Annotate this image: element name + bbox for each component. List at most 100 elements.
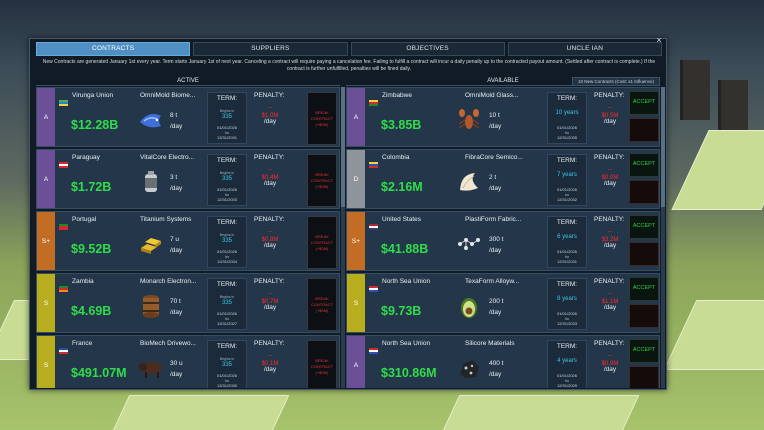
- available-scrollbar[interactable]: [661, 87, 665, 388]
- penalty-sub: $0.1M: [261, 361, 279, 367]
- accept-button[interactable]: ACCEPT: [629, 91, 659, 115]
- term-box: TERM: Begins in 335 01/01/2026 to 12/31/2030: [207, 340, 247, 388]
- contract-card[interactable]: S+ Portugal Titanium Systems $9.52B 7 u/day T…: [36, 211, 340, 271]
- term-to: to: [565, 130, 569, 135]
- contract-quantity: 30 u/day: [170, 358, 183, 380]
- contracts-window: × CONTRACTS SUPPLIERS OBJECTIVES UNCLE I…: [29, 35, 667, 390]
- term-title: TERM:: [556, 157, 578, 164]
- term-dates: 01/01/2026 to 12/31/2029: [548, 373, 586, 388]
- quantity-amount: 400 t: [489, 360, 504, 367]
- contract-company: BioMech Drivewo...: [140, 340, 196, 347]
- penalty-amount: --: [268, 353, 272, 359]
- contract-card[interactable]: S North Sea Union TexaForm Alloyw... $9.73B…: [346, 273, 660, 333]
- available-header: AVAILABLE: [346, 78, 660, 86]
- quantity-amount: 7 u: [170, 236, 180, 243]
- decline-button[interactable]: [629, 366, 659, 388]
- contract-card[interactable]: D Colombia FibraCore Semico... $2.16M 2 t/da…: [346, 149, 660, 209]
- decline-button[interactable]: [629, 180, 659, 204]
- contract-quantity: 2 t/day: [489, 172, 501, 194]
- contract-card[interactable]: A North Sea Union Silicore Materials $310.8…: [346, 335, 660, 388]
- tab-uncle-ian[interactable]: UNCLE IAN: [507, 42, 662, 56]
- contract-price: $1.72B: [71, 180, 112, 194]
- break-contract-button[interactable]: BREAK CONTRACT (+$0M): [307, 278, 337, 331]
- term-title: TERM:: [216, 157, 238, 164]
- contract-card[interactable]: A Paraguay VitalCore Electro... $1.72B 3 t/d…: [36, 149, 340, 209]
- tab-contracts[interactable]: CONTRACTS: [36, 42, 191, 56]
- penalty-amount: --: [608, 353, 612, 359]
- accept-button[interactable]: ACCEPT: [629, 153, 659, 177]
- country-flag-icon: [59, 279, 68, 292]
- term-start: 01/01/2026: [556, 311, 578, 316]
- accept-button[interactable]: ACCEPT: [629, 215, 659, 239]
- contract-card[interactable]: S Zambia Monarch Electron... $4.69B 70 t/day…: [36, 273, 340, 333]
- contract-company: TexaForm Alloyw...: [465, 278, 520, 285]
- contract-price: $3.85B: [381, 118, 422, 132]
- term-start: 01/01/2026: [556, 373, 578, 378]
- term-start: 01/01/2026: [216, 125, 238, 130]
- contract-card[interactable]: S+ United States PlastiForm Fabric... $41.8…: [346, 211, 660, 271]
- term-days: 335: [221, 362, 232, 368]
- contract-card[interactable]: S France BioMech Drivewo... $491.07M 30 u/da…: [36, 335, 340, 388]
- term-end: 12/31/2029: [556, 383, 578, 388]
- term-years: 6 years: [557, 234, 577, 240]
- quantity-per: /day: [170, 247, 183, 254]
- contract-price: $41.88B: [381, 242, 429, 256]
- term-to: to: [225, 254, 229, 259]
- term-title: TERM:: [556, 95, 578, 102]
- penalty-value: -- $0.9M: [590, 352, 630, 368]
- term-end: 12/31/2030: [216, 383, 238, 388]
- accept-button[interactable]: ACCEPT: [629, 339, 659, 363]
- new-contracts-info: 10 New Contracts (Cost: x1 Influence): [572, 77, 660, 86]
- penalty-amount: --: [268, 229, 272, 235]
- accept-button[interactable]: ACCEPT: [629, 277, 659, 301]
- contract-grade: A: [347, 336, 365, 388]
- contract-company: Titanium Systems: [140, 216, 192, 223]
- close-icon[interactable]: ×: [656, 35, 662, 45]
- penalty-sub: $1.1M: [601, 299, 619, 305]
- term-start: 01/01/2026: [556, 249, 578, 254]
- penalty-per-day: /day: [603, 304, 617, 311]
- break-contract-button[interactable]: BREAK CONTRACT (+$0M): [307, 340, 337, 388]
- penalty-amount: --: [608, 105, 612, 111]
- term-box: TERM: Begins in 335 01/01/2026 to 12/31/2031: [207, 92, 247, 144]
- penalty-title: PENALTY:: [594, 92, 625, 99]
- penalty-per-day: /day: [263, 304, 277, 311]
- term-end: 12/31/2033: [216, 197, 238, 202]
- term-box: TERM: 10 years 01/01/2026 to 12/31/2035: [547, 92, 587, 144]
- break-contract-button[interactable]: BREAK CONTRACT (+$0M): [307, 92, 337, 145]
- term-title: TERM:: [556, 219, 578, 226]
- scrollbar-thumb[interactable]: [341, 87, 345, 207]
- contract-grade: S+: [37, 212, 55, 270]
- decline-button[interactable]: [629, 242, 659, 266]
- contract-quantity: 400 t/day: [489, 358, 503, 380]
- break-contract-button[interactable]: BREAK CONTRACT (+$0M): [307, 154, 337, 207]
- scrollbar-thumb[interactable]: [661, 87, 665, 207]
- contract-grade: A: [347, 88, 365, 146]
- contract-card[interactable]: A Zimbabwe OmniMold Glass... $3.85B 10 t/day…: [346, 87, 660, 147]
- tab-objectives[interactable]: OBJECTIVES: [350, 42, 505, 56]
- penalty-amount: --: [268, 167, 272, 173]
- term-title: TERM:: [556, 343, 578, 350]
- decline-button[interactable]: [629, 304, 659, 328]
- penalty-value: -- $1.1M: [590, 290, 630, 306]
- ingots-icon: [137, 230, 165, 258]
- contract-country: Paraguay: [72, 154, 100, 161]
- quantity-amount: 2 t: [489, 174, 497, 181]
- penalty-title: PENALTY:: [254, 340, 285, 347]
- term-to: to: [225, 378, 229, 383]
- quantity-per: /day: [489, 185, 502, 192]
- decline-button[interactable]: [629, 118, 659, 142]
- term-box: TERM: Begins in 335 01/01/2026 to 12/31/2033: [207, 154, 247, 206]
- penalty-per-day: /day: [263, 366, 277, 373]
- tab-suppliers[interactable]: SUPPLIERS: [193, 42, 348, 56]
- country-flag-icon: [59, 155, 68, 168]
- contract-company: OmniMold Biome...: [140, 92, 196, 99]
- term-to: to: [225, 192, 229, 197]
- term-start: 01/01/2026: [556, 187, 578, 192]
- break-contract-button[interactable]: BREAK CONTRACT (+$0M): [307, 216, 337, 269]
- term-years: 10 years: [555, 110, 579, 116]
- active-scrollbar[interactable]: [341, 87, 345, 388]
- contract-grade: S: [37, 274, 55, 332]
- contract-card[interactable]: A Virunga Union OmniMold Biome... $12.28B 8 …: [36, 87, 340, 147]
- term-title: TERM:: [216, 95, 238, 102]
